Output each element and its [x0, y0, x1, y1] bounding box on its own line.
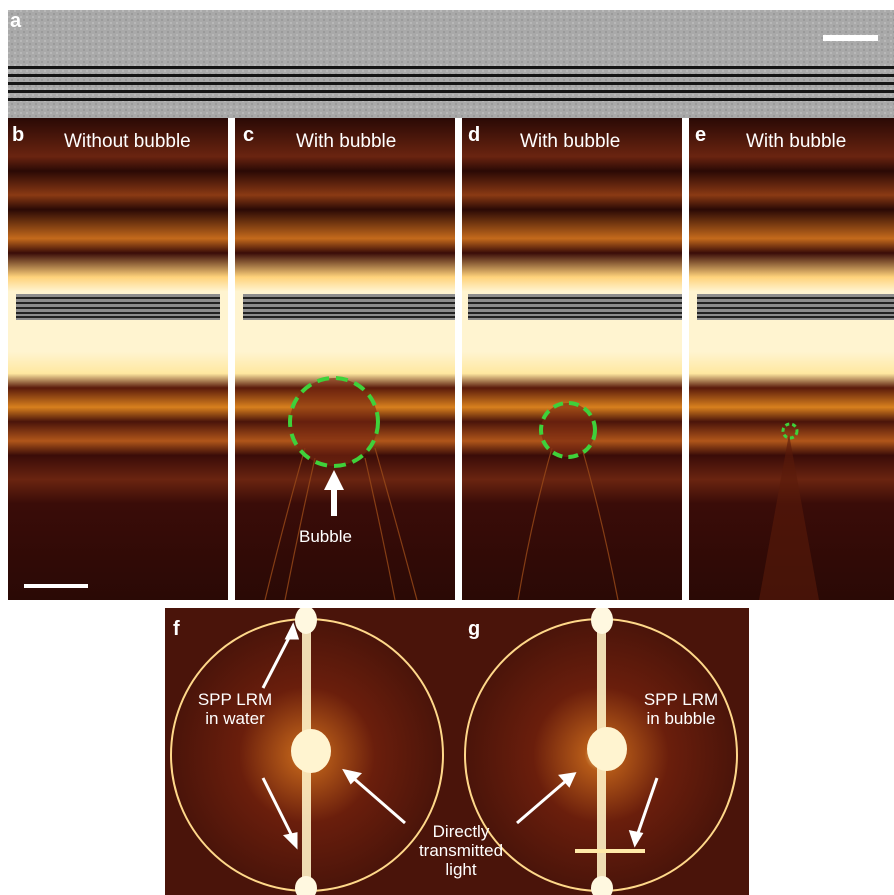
bubble-wake: [759, 434, 819, 600]
panel-title-e: With bubble: [746, 131, 847, 152]
grating-region: [468, 294, 682, 320]
bubble-label: Bubble: [299, 527, 352, 546]
annotation-direct-line3: light: [445, 860, 477, 879]
bubble-outline: [539, 401, 597, 459]
fourier-images: [170, 608, 738, 895]
panel-label-d: d: [468, 124, 481, 146]
panel-title-b: Without bubble: [64, 131, 191, 152]
panel-c: c With bubble Bubble: [235, 118, 455, 600]
annotation-f-line1: SPP LRM: [197, 690, 273, 709]
panel-title-d: With bubble: [520, 131, 621, 152]
bubble-outline: [288, 376, 380, 468]
grating-region: [697, 294, 894, 320]
panels-fg: f g SPP LRM in water SPP LRM in bubble D…: [165, 608, 749, 895]
panel-title-c: With bubble: [296, 131, 397, 152]
sem-image: [8, 10, 894, 118]
panel-label-f: f: [173, 618, 180, 640]
annotation-arrows: [261, 622, 659, 850]
panel-a: a: [8, 10, 894, 118]
scale-bar: [24, 584, 88, 588]
optical-image-e: [689, 118, 894, 600]
bubble-outline: [781, 422, 799, 440]
grating-lines: [8, 66, 894, 101]
annotation-direct-line2: transmitted: [418, 841, 504, 860]
panel-b: b Without bubble: [8, 118, 228, 600]
panel-label-b: b: [12, 124, 25, 146]
panel-e: e With bubble: [689, 118, 894, 600]
annotation-g-line1: SPP LRM: [643, 690, 719, 709]
scale-bar: [823, 35, 878, 41]
annotation-direct-light: Directly transmitted light: [413, 822, 509, 879]
annotation-direct-line1: Directly: [432, 822, 490, 841]
grating-region: [243, 294, 455, 320]
grating-region: [16, 294, 220, 320]
panel-label-a: a: [10, 10, 22, 32]
annotation-f: SPP LRM in water: [187, 690, 283, 728]
bubble-wake: [264, 447, 418, 600]
optical-image-d: [462, 118, 682, 600]
bubble-wake: [517, 447, 619, 600]
annotation-g: SPP LRM in bubble: [631, 690, 731, 728]
fourier-image-f: [170, 608, 444, 895]
up-arrow: [324, 470, 344, 516]
panel-label-e: e: [695, 124, 707, 146]
optical-image-c: [235, 118, 455, 600]
annotation-f-line2: in water: [205, 709, 265, 728]
annotation-g-line2: in bubble: [646, 709, 716, 728]
panel-d: d With bubble: [462, 118, 682, 600]
fourier-image-g: [464, 608, 738, 895]
panel-label-c: c: [243, 124, 255, 146]
panel-label-g: g: [468, 618, 481, 640]
optical-image-b: [8, 118, 228, 600]
